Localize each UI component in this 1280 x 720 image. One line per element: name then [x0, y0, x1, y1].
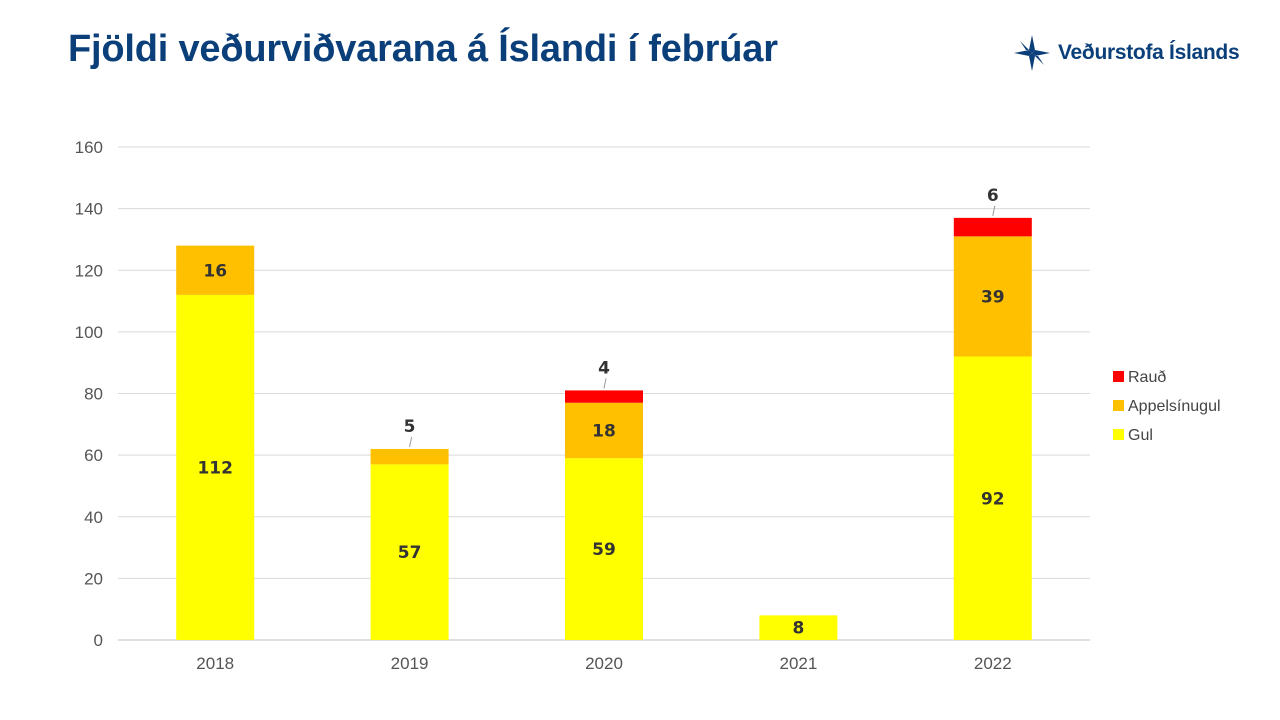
data-label: 6: [987, 186, 999, 206]
x-tick-label: 2021: [779, 654, 817, 673]
bar-segment: [370, 464, 449, 640]
y-tick-label: 80: [84, 385, 103, 404]
y-tick-label: 160: [75, 138, 103, 157]
bar-segment: [953, 356, 1032, 640]
bar-segment: [565, 390, 643, 403]
logo: Veðurstofa Íslands: [1012, 31, 1240, 75]
x-tick-label: 2019: [391, 654, 429, 673]
page-title: Fjöldi veðurviðvarana á Íslandi í febrúa…: [68, 28, 778, 70]
legend-swatch: [1113, 429, 1124, 440]
bar-segment: [953, 217, 1032, 237]
bar-segment: [953, 236, 1032, 357]
logo-text: Veðurstofa Íslands: [1058, 41, 1240, 64]
data-label: 57: [398, 543, 422, 563]
legend-label: Appelsínugul: [1128, 398, 1221, 415]
y-tick-label: 40: [84, 508, 103, 527]
bar-segment: [565, 402, 643, 459]
legend-label: Rauð: [1128, 369, 1166, 386]
legend-swatch: [1113, 400, 1124, 411]
data-label: 5: [404, 417, 416, 437]
x-tick-label: 2020: [585, 654, 623, 673]
x-tick-label: 2018: [196, 654, 234, 673]
legend-label: Gul: [1128, 427, 1153, 444]
bar-segment: [370, 448, 449, 465]
data-label: 59: [592, 540, 616, 560]
bar-segment: [565, 458, 643, 640]
data-label-leader: [409, 436, 413, 448]
y-tick-label: 60: [84, 446, 103, 465]
bar-segment: [176, 245, 255, 295]
data-label-leader: [603, 378, 607, 389]
data-label: 16: [203, 261, 227, 281]
data-label-leader: [992, 205, 996, 216]
bar-segment: [759, 615, 838, 640]
data-label: 112: [197, 458, 233, 478]
y-tick-label: 120: [75, 261, 103, 280]
y-tick-label: 100: [75, 323, 103, 342]
logo-compass-icon: [1014, 35, 1050, 71]
data-label: 4: [598, 358, 610, 378]
data-label: 8: [792, 619, 804, 639]
y-tick-label: 20: [84, 569, 103, 588]
data-label: 39: [981, 287, 1005, 307]
legend-swatch: [1113, 371, 1124, 382]
y-tick-label: 0: [94, 631, 103, 650]
data-label: 18: [592, 421, 616, 441]
bar-segment: [176, 294, 255, 640]
data-label: 92: [981, 489, 1005, 509]
x-tick-label: 2022: [974, 654, 1012, 673]
y-tick-label: 140: [75, 200, 103, 219]
